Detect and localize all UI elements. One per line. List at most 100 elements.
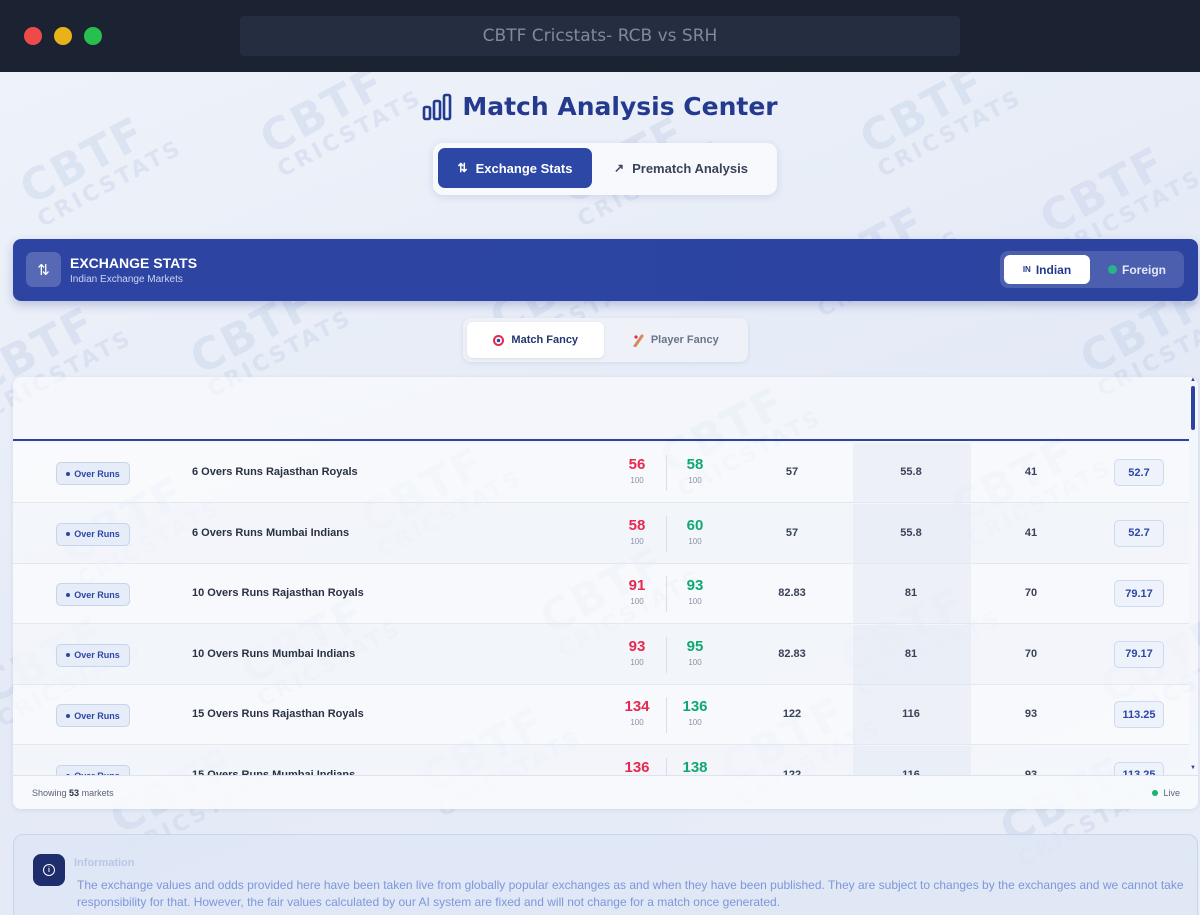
odds-divider bbox=[666, 697, 667, 733]
no-odds-cell[interactable]: 134 100 bbox=[612, 698, 662, 727]
market-type-badge: Over Runs bbox=[56, 764, 130, 775]
no-value: 91 bbox=[628, 577, 646, 594]
stat-value: 70 bbox=[1024, 647, 1038, 660]
no-value: 56 bbox=[628, 456, 646, 473]
dot-icon bbox=[66, 532, 71, 536]
live-indicator: Live bbox=[1152, 788, 1180, 798]
banner-subtitle: Indian Exchange Markets bbox=[70, 274, 183, 285]
no-odds-cell[interactable]: 91 100 bbox=[612, 577, 662, 606]
tab-prematch-analysis[interactable]: ↗ Prematch Analysis bbox=[596, 148, 766, 188]
fair-value-badge: 52.7 bbox=[1114, 519, 1164, 547]
region-label: Indian bbox=[1035, 262, 1072, 277]
no-volume: 100 bbox=[630, 597, 644, 606]
info-text: The exchange values and odds provided he… bbox=[77, 878, 1184, 909]
badge-label: Over Runs bbox=[74, 529, 120, 539]
arrows-up-down-icon: ⇅ bbox=[457, 161, 468, 175]
table-footer: Showing 53 markets Live bbox=[13, 775, 1198, 809]
tab-exchange-stats[interactable]: ⇅ Exchange Stats bbox=[438, 148, 592, 188]
highlight-column bbox=[853, 745, 971, 775]
yes-odds-cell[interactable]: 60 100 bbox=[670, 517, 720, 546]
highlight-column bbox=[853, 624, 971, 684]
market-name: 10 Overs Runs Rajasthan Royals bbox=[192, 587, 364, 599]
page-content: CBTF CRICSTATS CBTF CRICSTATS CBTF CRICSTATS C… bbox=[0, 72, 1200, 915]
scroll-thumb[interactable] bbox=[1191, 386, 1195, 430]
live-dot-icon bbox=[1152, 790, 1159, 796]
window-title[interactable]: CBTF Cricstats- RCB vs SRH bbox=[240, 16, 960, 56]
yes-odds-cell[interactable]: 95 100 bbox=[670, 638, 720, 667]
no-value: 134 bbox=[624, 698, 650, 715]
market-name: 15 Overs Runs Mumbai Indians bbox=[192, 768, 356, 776]
market-type-badge: Over Runs bbox=[56, 583, 130, 606]
fair-value-badge: 113.25 bbox=[1114, 761, 1164, 775]
region-indian-button[interactable]: IN Indian bbox=[1004, 255, 1090, 284]
stat-value: 57 bbox=[785, 466, 799, 478]
fair-value-badge: 79.17 bbox=[1114, 580, 1164, 607]
market-type-badge: Over Runs bbox=[56, 643, 130, 667]
no-odds-cell[interactable]: 93 100 bbox=[612, 638, 662, 667]
tab-player-fancy[interactable]: Player Fancy bbox=[608, 322, 745, 358]
stat-value: 116 bbox=[902, 708, 920, 720]
table-row[interactable]: Over Runs 10 Overs Runs Rajasthan Royals 9… bbox=[13, 564, 1189, 624]
no-odds-cell[interactable]: 56 100 bbox=[612, 456, 662, 485]
yes-value: 93 bbox=[686, 577, 704, 594]
stat-value: 93 bbox=[1024, 708, 1038, 720]
stat-value: 41 bbox=[1024, 466, 1038, 478]
table-scrollbar[interactable]: ▲ ▼ bbox=[1189, 377, 1198, 775]
fair-value-badge: 52.7 bbox=[1114, 459, 1164, 486]
stat-value: 70 bbox=[1024, 587, 1038, 599]
dot-icon bbox=[66, 592, 71, 597]
market-name: 15 Overs Runs Rajasthan Royals bbox=[192, 708, 364, 720]
table-row[interactable]: Over Runs 15 Overs Runs Rajasthan Royals 1… bbox=[13, 685, 1189, 745]
table-row[interactable]: Over Runs 6 Overs Runs Mumbai Indians 58 10… bbox=[13, 503, 1189, 564]
badge-label: Over Runs bbox=[74, 710, 120, 721]
globe-icon bbox=[1108, 265, 1117, 274]
no-odds-cell[interactable]: 58 100 bbox=[612, 517, 662, 546]
table-row[interactable]: Over Runs 6 Overs Runs Rajasthan Royals 56… bbox=[13, 443, 1189, 503]
yes-value: 60 bbox=[686, 516, 704, 534]
table-row[interactable]: Over Runs 15 Overs Runs Mumbai Indians 136… bbox=[13, 745, 1189, 776]
exchange-stats-banner: ⇅ EXCHANGE STATS Indian Exchange Markets… bbox=[13, 239, 1198, 301]
no-volume: 100 bbox=[630, 476, 644, 485]
table-body[interactable]: Over Runs 6 Overs Runs Rajasthan Royals 56… bbox=[13, 443, 1189, 775]
scroll-down-icon[interactable]: ▼ bbox=[1190, 765, 1196, 771]
stat-value: 122 bbox=[782, 708, 802, 720]
region-toggle: IN Indian Foreign bbox=[1000, 251, 1184, 288]
bar-chart-icon bbox=[423, 93, 452, 120]
fair-value-badge: 113.25 bbox=[1114, 701, 1164, 728]
market-name: 10 Overs Runs Mumbai Indians bbox=[192, 647, 356, 660]
yes-odds-cell[interactable]: 93 100 bbox=[670, 577, 720, 606]
no-volume: 100 bbox=[630, 718, 644, 727]
table-row[interactable]: Over Runs 10 Overs Runs Mumbai Indians 93 1… bbox=[13, 624, 1189, 685]
stat-value: 57 bbox=[785, 526, 799, 539]
fair-value-badge: 79.17 bbox=[1114, 640, 1164, 668]
highlight-column bbox=[853, 503, 971, 563]
no-volume: 100 bbox=[630, 536, 644, 546]
yes-odds-cell[interactable]: 138100 bbox=[670, 759, 720, 776]
dot-icon bbox=[66, 653, 71, 657]
badge-label: Over Runs bbox=[74, 650, 120, 660]
market-type-badge: Over Runs bbox=[56, 462, 130, 485]
dot-icon bbox=[66, 471, 71, 476]
scroll-up-icon[interactable]: ▲ bbox=[1190, 377, 1196, 383]
market-name: 6 Overs Runs Rajasthan Royals bbox=[192, 466, 358, 478]
yes-odds-cell[interactable]: 58 100 bbox=[670, 456, 720, 485]
tab-match-fancy[interactable]: Match Fancy bbox=[467, 322, 604, 358]
page-heading: Match Analysis Center bbox=[0, 92, 1200, 126]
showing-count: Showing 53 markets bbox=[32, 788, 114, 798]
yes-value: 136 bbox=[682, 698, 708, 715]
maximize-window-button[interactable] bbox=[84, 27, 102, 45]
no-value: 136 bbox=[624, 758, 650, 776]
stat-value: 81 bbox=[904, 587, 918, 599]
minimize-window-button[interactable] bbox=[54, 27, 72, 45]
odds-divider bbox=[666, 757, 667, 775]
region-foreign-button[interactable]: Foreign bbox=[1094, 255, 1180, 284]
arrows-up-down-icon: ⇅ bbox=[26, 252, 61, 287]
odds-divider bbox=[666, 455, 667, 491]
yes-value: 58 bbox=[686, 456, 704, 473]
yes-odds-cell[interactable]: 136 100 bbox=[670, 698, 720, 727]
stat-value: 55.8 bbox=[900, 466, 922, 478]
close-window-button[interactable] bbox=[24, 27, 42, 45]
yes-volume: 100 bbox=[688, 597, 702, 606]
